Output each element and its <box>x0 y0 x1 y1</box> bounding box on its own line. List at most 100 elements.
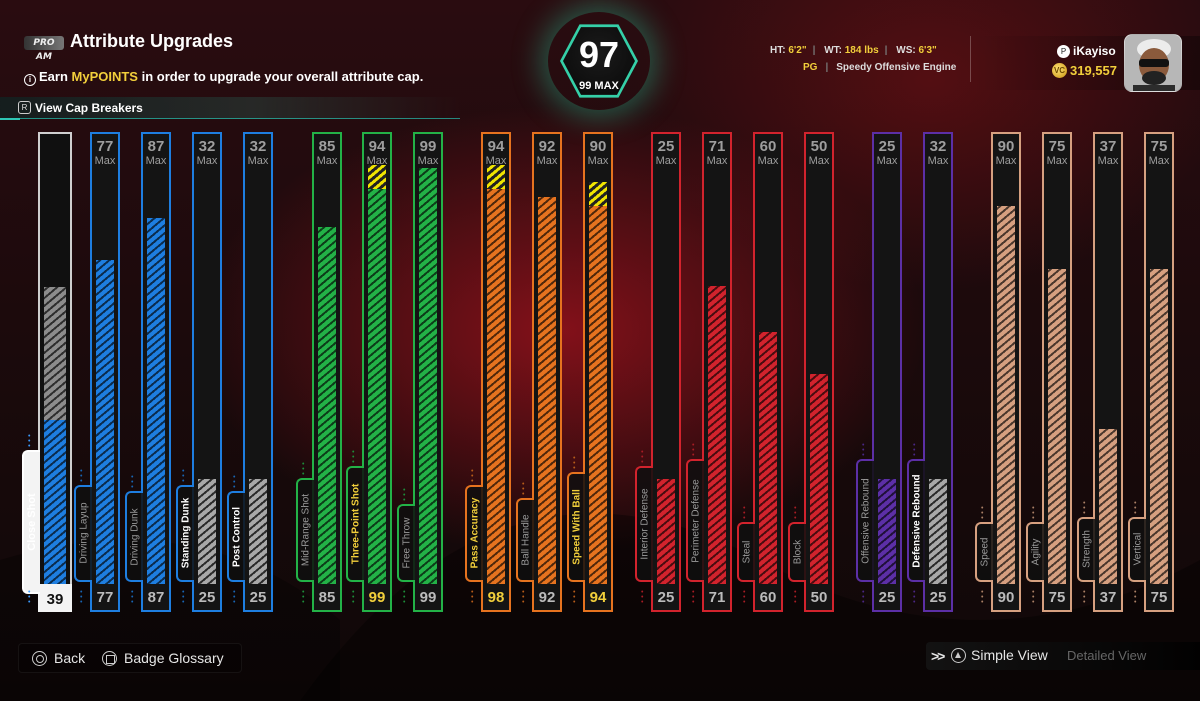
attribute-progress-fill <box>759 332 777 584</box>
attribute-name-tab: Three-Point Shot <box>346 465 364 582</box>
attribute-dots-icon: • • • <box>471 589 473 606</box>
attribute-dots-icon: • • • <box>403 589 405 606</box>
square-button-icon <box>102 650 117 666</box>
attribute-dots-icon: • • • <box>862 442 864 460</box>
attribute-dots-icon: • • • <box>28 433 30 450</box>
attribute-current-value: 75 <box>1150 589 1168 606</box>
view-cap-breakers-button[interactable]: R View Cap Breakers <box>0 97 460 119</box>
attribute-progress-fill <box>419 168 437 584</box>
pro-am-logo: PRO AM <box>24 36 64 62</box>
attribute-name-tab: Close Shot <box>22 450 40 594</box>
attribute-cap-max-label: Max <box>417 155 439 167</box>
attribute-cap-max-label: Max <box>485 155 507 167</box>
attribute-dots-icon: • • • <box>913 442 915 460</box>
attribute-cap-value: 25 <box>878 138 896 155</box>
attribute-cap-value: 37 <box>1099 138 1117 155</box>
attribute-cap-max-label: Max <box>536 155 558 167</box>
attribute-progress-fill <box>368 189 386 584</box>
attribute-progress-fill <box>96 260 114 584</box>
attribute-current-value: 60 <box>759 589 777 606</box>
attribute-progress-fill <box>44 420 66 584</box>
attribute-progress-fill <box>657 479 675 584</box>
attribute-current-value: 25 <box>249 589 267 606</box>
attribute-cap-value: 50 <box>810 138 828 155</box>
back-button[interactable]: Back <box>32 650 85 666</box>
attribute-dots-icon: • • • <box>1134 499 1136 517</box>
attribute-cap-max-label: Max <box>94 155 116 167</box>
attribute-dots-icon: • • • <box>862 589 864 606</box>
badge-glossary-label: Badge Glossary <box>124 650 224 666</box>
attribute-dots-icon: • • • <box>573 589 575 606</box>
attribute-cap-max-label: Max <box>927 155 949 167</box>
attribute-upgrade-highlight <box>487 165 505 189</box>
attribute-name-label: Perimeter Defense <box>690 478 702 563</box>
attribute-dots-icon: • • • <box>743 589 745 606</box>
info-icon: i <box>24 74 36 86</box>
player-position: PG <box>803 62 818 73</box>
attribute-progress-fill <box>997 206 1015 584</box>
attribute-dots-icon: • • • <box>1083 589 1085 606</box>
simple-view-option[interactable]: Simple View <box>971 647 1048 663</box>
attribute-progress-fill <box>249 479 267 584</box>
avatar[interactable] <box>1124 34 1182 92</box>
vc-coin-icon: VC <box>1052 63 1067 78</box>
attribute-progress-fill <box>708 286 726 584</box>
attribute-progress-fill <box>878 479 896 584</box>
attribute-cap-value: 87 <box>147 138 165 155</box>
attribute-cap-value: 32 <box>198 138 216 155</box>
header-divider <box>970 36 971 82</box>
attribute-current-value: 98 <box>487 589 505 606</box>
attribute-progress-fill <box>487 189 505 584</box>
badge-glossary-button[interactable]: Badge Glossary <box>102 650 224 666</box>
attribute-dots-icon: • • • <box>80 467 82 485</box>
attribute-bar-frame: 77 Max 77 <box>90 132 120 612</box>
attribute-dots-icon: • • • <box>794 505 796 522</box>
attribute-current-value: 90 <box>997 589 1015 606</box>
attribute-progress-fill <box>1150 269 1168 584</box>
attribute-upgrade-highlight <box>368 165 386 189</box>
attribute-current-value: 50 <box>810 589 828 606</box>
cap-breakers-accent <box>0 118 20 132</box>
attribute-bar-frame: 71 Max 71 <box>702 132 732 612</box>
info-text-suffix: in order to upgrade your overall attribu… <box>137 69 424 84</box>
attribute-dots-icon: • • • <box>522 480 524 498</box>
attribute-name-label: Speed With Ball <box>571 489 583 565</box>
attribute-dots-icon: • • • <box>1083 499 1085 517</box>
attribute-progress-fill <box>147 218 165 584</box>
attribute-name-tab: Speed With Ball <box>567 472 585 582</box>
triangle-button-icon <box>951 648 966 663</box>
attribute-dots-icon: • • • <box>981 505 983 522</box>
vc-balance: 319,557 <box>1070 63 1117 78</box>
attribute-name-tab: Strength <box>1077 516 1095 582</box>
attribute-name-label: Post Control <box>231 506 243 567</box>
attribute-bar-frame: 32 Max 25 <box>192 132 222 612</box>
attribute-cap-max-label: Max <box>995 155 1017 167</box>
attribute-bar-frame: 50 Max 50 <box>804 132 834 612</box>
attribute-bar-frame: 60 Max 60 <box>753 132 783 612</box>
attribute-name-tab: Speed <box>975 522 993 582</box>
attribute-progress-fill <box>1099 429 1117 584</box>
mypoints-highlight: MyPOINTS <box>71 69 138 84</box>
attribute-current-value: 25 <box>657 589 675 606</box>
attribute-current-value: 85 <box>318 589 336 606</box>
attribute-dots-icon: • • • <box>302 461 304 479</box>
attribute-dots-icon: • • • <box>692 589 694 606</box>
attribute-progress-fill <box>589 206 607 584</box>
attribute-cap-value: 90 <box>997 138 1015 155</box>
attribute-dots-icon: • • • <box>182 467 184 485</box>
info-text-prefix: Earn <box>39 69 72 84</box>
attribute-current-value: 25 <box>929 589 947 606</box>
attribute-cap-value: 94 <box>368 138 386 155</box>
attribute-current-value: 94 <box>589 589 607 606</box>
attribute-dots-icon: • • • <box>233 474 235 492</box>
detailed-view-option[interactable]: Detailed View <box>1067 648 1147 663</box>
attribute-name-label: Interior Defense <box>639 488 651 560</box>
attribute-dots-icon: • • • <box>692 442 694 460</box>
page-title: Attribute Upgrades <box>70 31 234 51</box>
playstation-icon: P <box>1057 45 1070 58</box>
attribute-bar-frame: 32 Max 25 <box>243 132 273 612</box>
attribute-cap-max-label: Max <box>1097 155 1119 167</box>
attribute-name-tab: Driving Dunk <box>125 491 143 582</box>
height-label: HT: <box>770 45 786 56</box>
attribute-bar-frame: 92 Max 92 <box>532 132 562 612</box>
